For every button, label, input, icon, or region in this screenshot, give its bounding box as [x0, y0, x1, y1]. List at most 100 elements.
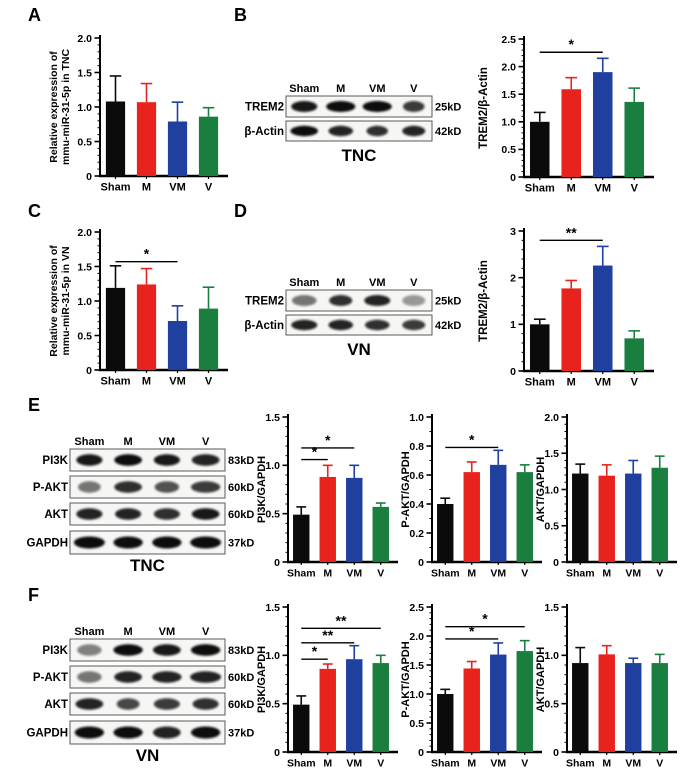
svg-text:25kD: 25kD	[435, 102, 461, 114]
svg-text:0: 0	[553, 747, 559, 759]
svg-text:0.4: 0.4	[409, 499, 424, 511]
svg-text:Relative expression of: Relative expression of	[48, 245, 60, 357]
svg-text:PI3K: PI3K	[42, 455, 68, 467]
svg-text:VM: VM	[490, 568, 506, 580]
panel-label-f: F	[28, 585, 39, 605]
svg-text:Sham: Sham	[431, 758, 460, 770]
svg-text:V: V	[656, 568, 663, 580]
svg-text:TREM2/β-Actin: TREM2/β-Actin	[478, 260, 490, 342]
svg-text:V: V	[377, 568, 384, 580]
svg-text:β-Actin: β-Actin	[244, 320, 284, 332]
svg-text:0: 0	[510, 366, 516, 378]
svg-text:VM: VM	[595, 183, 612, 195]
svg-text:1.0: 1.0	[77, 102, 92, 114]
svg-text:TREM2: TREM2	[245, 102, 284, 114]
svg-text:2.0: 2.0	[544, 412, 559, 424]
svg-text:0.5: 0.5	[544, 698, 559, 710]
svg-text:0.5: 0.5	[501, 144, 516, 156]
svg-text:M: M	[142, 182, 151, 194]
blot-pi3k-akt-vn: Sham M VM V PI3K 83kD P-AKT 60kD AKT 60kD GAPDH 37k…	[26, 626, 254, 765]
svg-text:GAPDH: GAPDH	[26, 538, 68, 550]
svg-text:2.0: 2.0	[77, 33, 92, 45]
svg-text:V: V	[202, 626, 210, 638]
svg-text:*: *	[469, 431, 475, 447]
svg-text:1: 1	[510, 319, 516, 331]
svg-text:V: V	[410, 277, 418, 289]
svg-text:V: V	[205, 182, 213, 194]
svg-text:M: M	[467, 568, 476, 580]
svg-text:P-AKT/GAPDH: P-AKT/GAPDH	[400, 641, 412, 717]
svg-text:0: 0	[86, 171, 92, 183]
svg-text:β-Actin: β-Actin	[244, 126, 284, 138]
svg-text:1.5: 1.5	[501, 89, 516, 101]
svg-text:V: V	[410, 83, 418, 95]
svg-text:Sham: Sham	[289, 277, 319, 289]
chart-pakt-gapdh-tnc: 0 0.2 0.4 0.6 0.8 1.0 Sham M VM V * P-AKT/GAPDH	[400, 412, 542, 580]
svg-text:0.5: 0.5	[77, 330, 92, 342]
svg-text:V: V	[631, 377, 639, 389]
svg-text:AKT/GAPDH: AKT/GAPDH	[535, 457, 547, 522]
chart-mir31-vn: 0 0.5 1.0 1.5 2.0 Sham M VM V * Relative expressio…	[48, 227, 228, 388]
svg-text:VM: VM	[595, 377, 612, 389]
svg-text:TNC: TNC	[342, 146, 377, 165]
svg-text:*: *	[469, 623, 475, 639]
svg-text:V: V	[205, 376, 213, 388]
svg-text:VN: VN	[136, 746, 160, 765]
svg-text:0.5: 0.5	[77, 136, 92, 148]
svg-text:*: *	[482, 611, 488, 627]
svg-text:*: *	[144, 246, 150, 262]
svg-text:83kD: 83kD	[228, 645, 254, 657]
svg-text:AKT/GAPDH: AKT/GAPDH	[535, 647, 547, 712]
svg-text:1.5: 1.5	[77, 261, 92, 273]
svg-text:0: 0	[553, 557, 559, 569]
svg-text:M: M	[323, 758, 332, 770]
svg-text:*: *	[569, 36, 575, 52]
svg-text:42kD: 42kD	[435, 320, 461, 332]
chart-trem2-bactin-vn: 0 1 2 3 Sham M VM V ** TREM2/β-Actin	[478, 224, 654, 389]
svg-text:VM: VM	[169, 182, 186, 194]
svg-text:VM: VM	[346, 568, 362, 580]
svg-text:1.5: 1.5	[265, 602, 280, 614]
svg-text:1.5: 1.5	[409, 660, 424, 672]
svg-text:V: V	[631, 183, 639, 195]
svg-text:Sham: Sham	[287, 568, 316, 580]
svg-text:M: M	[124, 626, 133, 638]
svg-text:Sham: Sham	[566, 568, 595, 580]
svg-text:M: M	[602, 758, 611, 770]
svg-text:1.0: 1.0	[265, 650, 280, 662]
svg-text:M: M	[336, 277, 345, 289]
svg-text:PI3K/GAPDH: PI3K/GAPDH	[256, 646, 268, 713]
panel-label-d: D	[234, 201, 247, 221]
svg-text:0: 0	[510, 172, 516, 184]
svg-text:mmu-miR-31-5p in TNC: mmu-miR-31-5p in TNC	[60, 49, 72, 166]
svg-text:Sham: Sham	[74, 626, 104, 638]
chart-pakt-gapdh-vn: 0 0.5 1.0 1.5 2.0 2.5 Sham M VM V * * P-AKT/GAPDH	[400, 602, 542, 770]
svg-text:1.0: 1.0	[501, 117, 516, 129]
panel-label-c: C	[28, 201, 41, 221]
svg-text:V: V	[521, 758, 528, 770]
svg-text:83kD: 83kD	[228, 455, 254, 467]
svg-text:1.0: 1.0	[265, 460, 280, 472]
chart-akt-gapdh-tnc: 0 0.5 1.0 1.5 2.0 Sham M VM V AKT/GAPDH	[535, 412, 677, 580]
svg-text:0: 0	[86, 365, 92, 377]
svg-text:0.6: 0.6	[409, 470, 424, 482]
chart-pi3k-gapdh-tnc: 0 0.5 1.0 1.5 Sham M VM V * * PI3K/GAPDH	[256, 412, 398, 580]
svg-text:60kD: 60kD	[228, 509, 254, 521]
chart-mir31-tnc: 0 0.5 1.0 1.5 2.0 Sham M VM V Relative expression…	[48, 33, 228, 194]
svg-text:*: *	[325, 432, 331, 448]
svg-text:M: M	[467, 758, 476, 770]
svg-text:V: V	[377, 758, 384, 770]
panel-label-a: A	[28, 5, 41, 25]
svg-text:1.5: 1.5	[544, 448, 559, 460]
svg-text:V: V	[656, 758, 663, 770]
svg-text:TREM2: TREM2	[245, 296, 284, 308]
blot-trem2-vn: Sham M VM V TREM2 25kD β-Actin 42kD VN	[244, 277, 461, 359]
svg-text:PI3K: PI3K	[42, 645, 68, 657]
svg-text:P-AKT/GAPDH: P-AKT/GAPDH	[400, 451, 412, 527]
svg-text:2.5: 2.5	[409, 602, 424, 614]
svg-text:37kD: 37kD	[228, 538, 254, 550]
svg-text:AKT: AKT	[44, 699, 68, 711]
svg-text:37kD: 37kD	[228, 728, 254, 740]
svg-text:VM: VM	[625, 758, 641, 770]
svg-text:M: M	[336, 83, 345, 95]
